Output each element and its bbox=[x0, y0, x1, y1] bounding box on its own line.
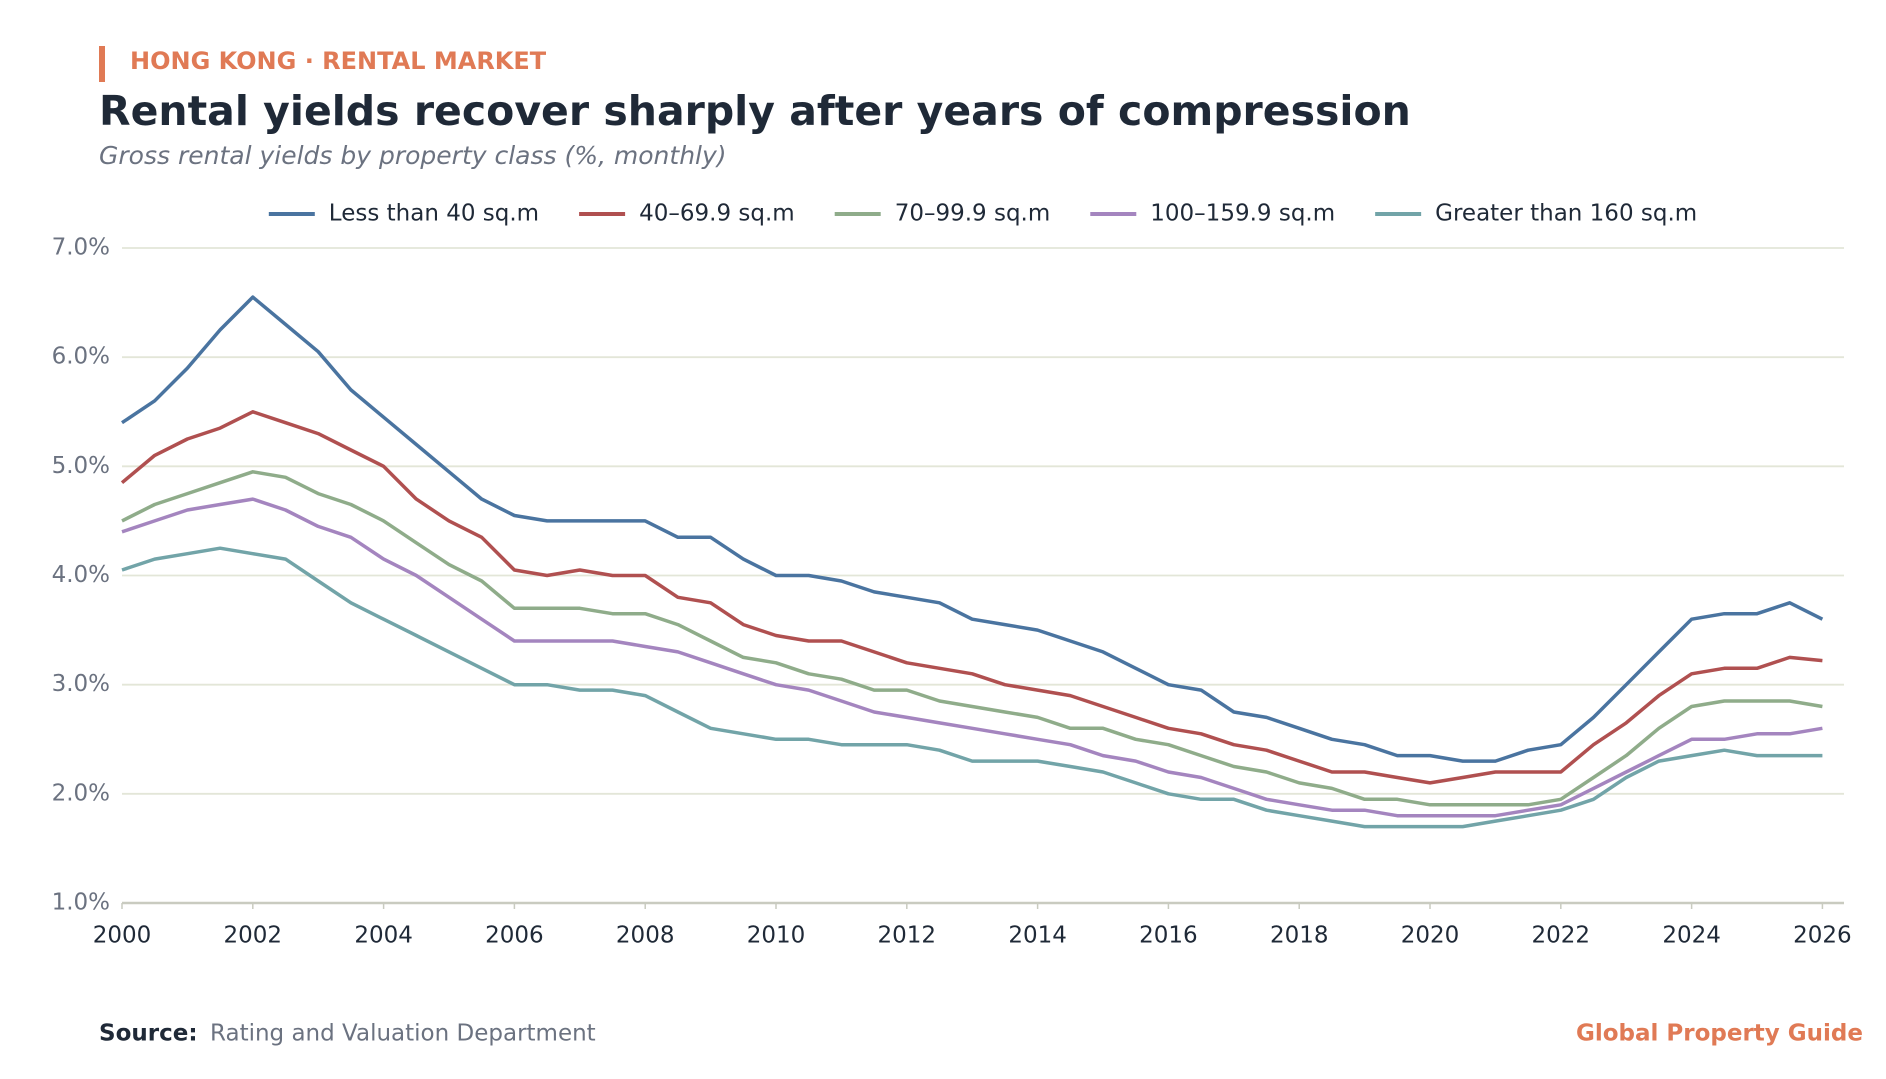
source: Rating and Valuation Department bbox=[210, 1021, 596, 1047]
legend: Less than 40 sq.m 40–69.9 sq.m 70–99.9 sq.… bbox=[268, 201, 1697, 227]
series-line bbox=[121, 497, 1823, 818]
x-tick-label: 2002 bbox=[224, 923, 283, 949]
x-tick-label: 2006 bbox=[485, 923, 544, 949]
x-tick-label: 2016 bbox=[1139, 923, 1198, 949]
x-tick-label: 2008 bbox=[616, 923, 675, 949]
series-line bbox=[121, 470, 1823, 807]
x-tick-label: 2026 bbox=[1793, 923, 1852, 949]
legend-label: 40–69.9 sq.m bbox=[639, 201, 795, 227]
series-line bbox=[120, 410, 1823, 785]
series-line bbox=[121, 546, 1823, 829]
source-label: Source: bbox=[99, 1021, 198, 1047]
y-tick-label: 4.0% bbox=[52, 562, 110, 588]
x-tick-label: 2004 bbox=[354, 923, 413, 949]
chart-title: Rental yields recover sharply after year… bbox=[99, 87, 1411, 135]
x-tick-label: 2000 bbox=[93, 923, 152, 949]
chart-subtitle: Gross rental yields by property class (%… bbox=[99, 141, 727, 170]
brand: Global Property Guide bbox=[1576, 1021, 1863, 1047]
y-tick-label: 2.0% bbox=[52, 780, 110, 806]
legend-label: Greater than 160 sq.m bbox=[1435, 201, 1697, 227]
x-tick-label: 2020 bbox=[1401, 923, 1460, 949]
y-tick-label: 7.0% bbox=[52, 235, 110, 261]
x-tick-label: 2012 bbox=[878, 923, 937, 949]
series-line bbox=[121, 295, 1824, 763]
legend-label: Less than 40 sq.m bbox=[329, 201, 539, 227]
kicker-bar bbox=[99, 46, 105, 82]
y-tick-label: 6.0% bbox=[52, 344, 110, 370]
y-tick-label: 5.0% bbox=[52, 453, 110, 479]
y-tick-label: 1.0% bbox=[52, 890, 110, 916]
x-tick-label: 2022 bbox=[1532, 923, 1591, 949]
legend-label: 70–99.9 sq.m bbox=[895, 201, 1051, 227]
x-tick-label: 2010 bbox=[747, 923, 806, 949]
y-tick-label: 3.0% bbox=[52, 671, 110, 697]
x-tick-label: 2014 bbox=[1008, 923, 1067, 949]
x-tick-label: 2024 bbox=[1662, 923, 1721, 949]
kicker: HONG KONG · RENTAL MARKET bbox=[130, 47, 547, 75]
x-tick-label: 2018 bbox=[1270, 923, 1329, 949]
legend-label: 100–159.9 sq.m bbox=[1150, 201, 1335, 227]
